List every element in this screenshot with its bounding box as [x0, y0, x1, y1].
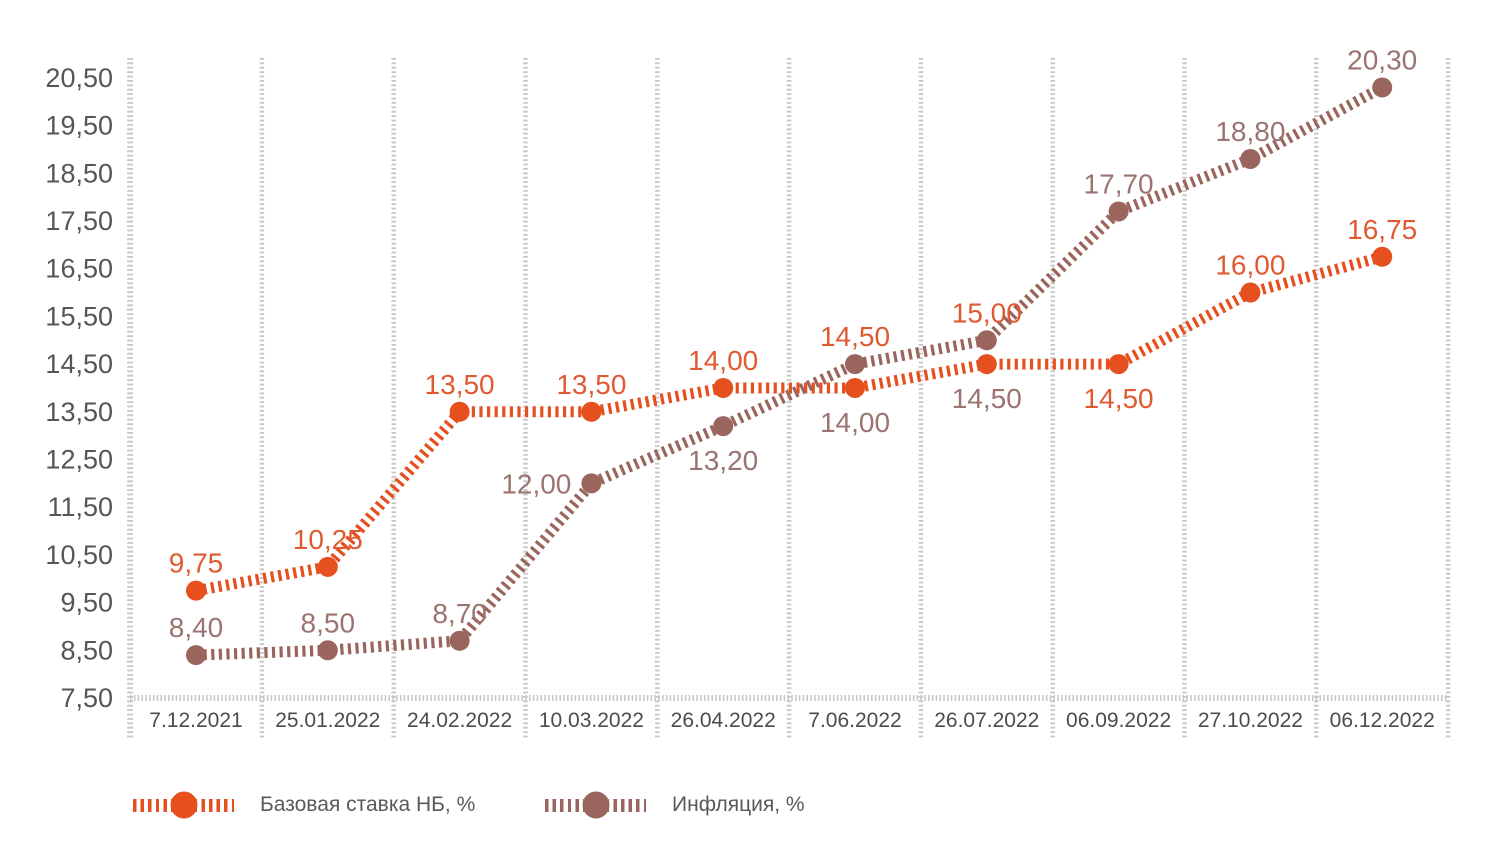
y-tick-label: 14,50: [45, 349, 113, 379]
data-point-s1: [1372, 77, 1393, 98]
legend-dot-base-rate-icon: [170, 791, 197, 819]
series-line-0: [195, 251, 1384, 597]
data-point-label: 8,70: [432, 598, 487, 629]
data-point-s0: [317, 556, 338, 577]
data-point-label: 15,00: [952, 297, 1022, 328]
legend-item-base-rate: Базовая ставка НБ, %: [133, 791, 475, 819]
data-point-label: 8,40: [169, 612, 224, 643]
series-line-1: [195, 82, 1385, 661]
data-point-label: 14,50: [952, 383, 1022, 414]
legend-item-inflation: Инфляция, %: [545, 791, 805, 819]
data-point-s1: [976, 330, 997, 351]
x-tick-label: 06.09.2022: [1066, 709, 1171, 732]
y-tick-label: 11,50: [47, 492, 113, 522]
data-point-label: 18,80: [1215, 116, 1285, 147]
y-tick-label: 9,50: [60, 588, 113, 618]
data-point-label: 16,00: [1215, 250, 1285, 281]
y-tick-label: 10,50: [45, 540, 113, 570]
y-tick-label: 7,50: [60, 683, 113, 713]
y-tick-label: 18,50: [45, 158, 113, 188]
x-tick-label: 06.12.2022: [1330, 709, 1435, 732]
y-tick-label: 19,50: [45, 111, 113, 141]
x-tick-label: 26.04.2022: [671, 709, 776, 732]
x-tick-label: 24.02.2022: [407, 709, 512, 732]
x-tick-label: 7.12.2021: [149, 709, 242, 732]
data-point-s0: [1240, 282, 1261, 303]
data-point-label: 20,30: [1347, 44, 1417, 75]
legend-label-inflation: Инфляция, %: [672, 793, 805, 816]
data-point-label: 14,00: [688, 345, 758, 376]
data-point-s0: [581, 401, 602, 422]
x-tick-label: 27.10.2022: [1198, 709, 1303, 732]
data-point-label: 17,70: [1084, 168, 1154, 199]
legend-label-base-rate: Базовая ставка НБ, %: [260, 793, 476, 816]
data-point-s1: [581, 473, 602, 494]
data-point-s0: [713, 377, 734, 398]
data-point-s1: [186, 645, 206, 666]
data-point-label: 10,25: [293, 524, 363, 555]
data-point-s0: [186, 580, 206, 601]
x-tick-label: 10.03.2022: [539, 709, 644, 732]
data-point-label: 14,50: [820, 321, 890, 352]
data-point-s0: [1108, 354, 1129, 375]
y-tick-label: 16,50: [45, 254, 113, 284]
x-tick-label: 7.06.2022: [808, 709, 901, 732]
y-tick-label: 15,50: [45, 301, 113, 331]
data-point-label: 13,20: [688, 445, 758, 476]
data-point-label: 9,75: [169, 548, 224, 579]
data-point-s1: [845, 354, 865, 375]
data-point-label: 13,50: [556, 369, 626, 400]
y-tick-label: 13,50: [45, 397, 113, 427]
data-point-s0: [976, 354, 997, 375]
x-tick-label: 25.01.2022: [275, 709, 380, 732]
data-point-label: 13,50: [425, 369, 495, 400]
data-point-s1: [449, 630, 470, 651]
data-point-s0: [1372, 246, 1393, 267]
data-point-s1: [713, 416, 734, 437]
data-point-label: 12,00: [501, 468, 571, 499]
data-point-label: 14,50: [1084, 383, 1154, 414]
data-point-label: 14,00: [820, 407, 890, 438]
y-tick-label: 20,50: [45, 63, 113, 93]
data-point-s1: [317, 640, 338, 661]
legend-dot-inflation-icon: [582, 791, 609, 819]
data-point-label: 16,75: [1347, 214, 1417, 245]
data-point-s1: [1240, 148, 1261, 169]
data-point-s1: [1108, 201, 1129, 222]
line-chart: 20,50 19,50 18,50 17,50 16,50 15,50 14,50 13,50…: [45, 44, 1451, 740]
legend-line-base-rate-icon: [133, 791, 234, 819]
data-point-label: 8,50: [301, 607, 356, 638]
y-tick-label: 12,50: [45, 445, 113, 475]
legend-line-inflation-icon: [545, 791, 646, 819]
y-tick-label: 8,50: [60, 635, 113, 665]
data-point-s0: [845, 377, 865, 398]
x-tick-label: 26.07.2022: [934, 709, 1039, 732]
data-point-s0: [449, 401, 470, 422]
y-tick-label: 17,50: [45, 206, 113, 236]
